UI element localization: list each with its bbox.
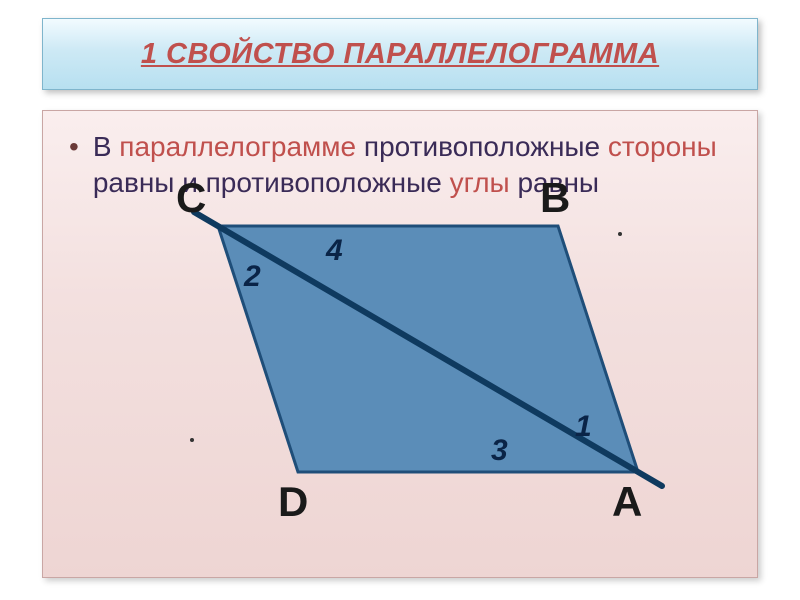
slide: 1 СВОЙСТВО ПАРАЛЛЕЛОГРАММА • В параллело… xyxy=(0,0,800,600)
title-text: 1 СВОЙСТВО ПАРАЛЛЕЛОГРАММА xyxy=(141,38,659,71)
word-1: В xyxy=(93,131,112,162)
vertex-b: B xyxy=(540,174,570,222)
bullet-icon: • xyxy=(69,129,79,165)
diagram-area: C B D A 2 4 1 3 xyxy=(78,172,724,552)
title-box: 1 СВОЙСТВО ПАРАЛЛЕЛОГРАММА xyxy=(42,18,758,90)
angle-2: 2 xyxy=(244,260,261,294)
angle-4: 4 xyxy=(326,234,343,268)
word-4: стороны xyxy=(608,131,717,162)
vertex-a: A xyxy=(612,478,642,526)
angle-1: 1 xyxy=(575,410,592,444)
dot-2 xyxy=(190,438,194,442)
dot-1 xyxy=(618,232,622,236)
vertex-c: C xyxy=(176,174,206,222)
word-3: противоположные xyxy=(364,131,600,162)
word-2: параллелограмме xyxy=(119,131,356,162)
vertex-d: D xyxy=(278,478,308,526)
angle-3: 3 xyxy=(491,434,508,468)
